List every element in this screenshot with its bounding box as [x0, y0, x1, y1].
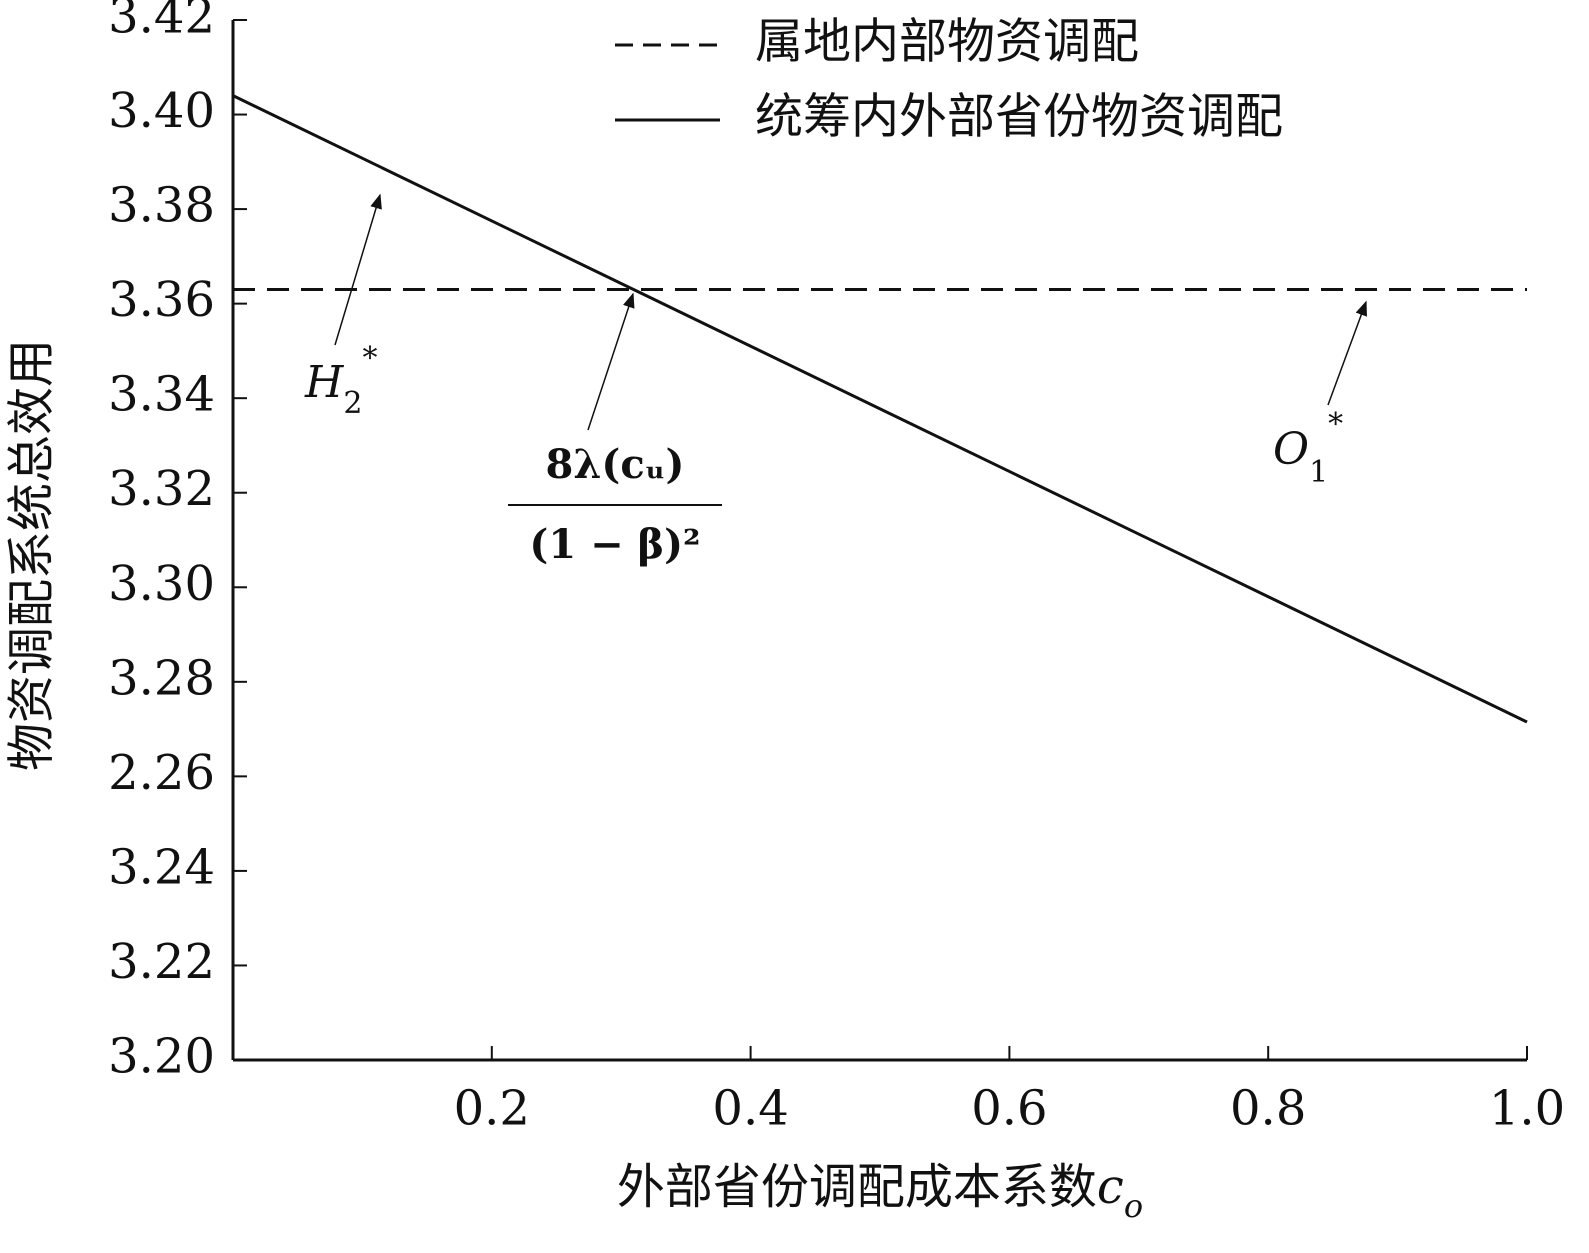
x-tick-label: 0.8 — [1230, 1081, 1306, 1137]
y-tick-label: 3.24 — [108, 839, 215, 895]
y-tick-label: 3.38 — [108, 178, 215, 234]
y-tick-label: 3.34 — [108, 367, 215, 423]
x-tick-label: 0.4 — [712, 1081, 788, 1137]
x-tick-label: 0.6 — [971, 1081, 1047, 1137]
x-tick-label: 1.0 — [1489, 1081, 1565, 1137]
y-tick-label: 3.40 — [108, 83, 215, 139]
y-tick-label: 2.26 — [108, 745, 215, 801]
fraction-denominator: (1 − β)² — [529, 521, 700, 568]
arrow — [334, 193, 382, 346]
annotation: O1* — [1273, 407, 1343, 490]
arrow — [1327, 300, 1367, 406]
x-axis-label: 外部省份调配成本系数co — [617, 1159, 1143, 1225]
series-line — [232, 94, 1528, 724]
y-tick-label: 3.28 — [108, 650, 215, 706]
y-axis-label: 物资调配系统总效用 — [4, 339, 60, 771]
y-tick-label: 3.42 — [108, 0, 215, 45]
y-tick-label: 3.32 — [108, 461, 215, 517]
annotation: H2* — [304, 341, 377, 421]
y-tick-label: 3.22 — [108, 934, 215, 990]
legend-label: 属地内部物资调配 — [755, 14, 1139, 70]
arrow — [587, 292, 635, 431]
y-tick-label: 3.20 — [108, 1029, 215, 1085]
x-tick-label: 0.2 — [454, 1081, 530, 1137]
y-tick-label: 3.30 — [108, 556, 215, 612]
y-tick-label: 3.36 — [108, 272, 215, 328]
fraction-numerator: 8λ(cᵤ) — [546, 441, 685, 488]
legend-label: 统筹内外部省份物资调配 — [755, 89, 1283, 145]
